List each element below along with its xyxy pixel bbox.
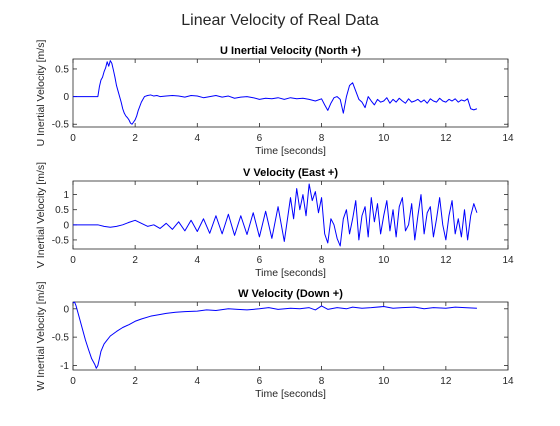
x-tick-label: 2 [132,376,138,387]
subplot-3: W Velocity (Down +) 0 2 4 6 8 10 12 14 -1 -0.5 0 Tim… [35,281,514,400]
y-tick-label: -0.5 [52,333,70,344]
x-axis-label: Time [seconds] [255,267,326,279]
y-tick-label: 0 [63,220,69,231]
x-tick-label: 0 [70,255,76,266]
y-tick-label: -1 [60,361,69,372]
x-axis-label: Time [seconds] [255,388,326,400]
y-tick-label: 0.5 [55,64,69,75]
x-axis-label: Time [seconds] [255,145,326,157]
y-tick-label: 0 [63,92,69,103]
subplot-title: W Velocity (Down +) [238,288,343,300]
x-tick-label: 14 [502,255,514,266]
x-tick-label: 6 [257,255,263,266]
axes-box [72,180,509,250]
y-axis-label: W Inertial Velocity [m/s] [35,281,47,390]
y-tick-label: -0.5 [52,120,70,131]
x-tick-label: 0 [70,133,76,144]
x-tick-label: 14 [502,133,514,144]
x-tick-label: 8 [319,133,325,144]
x-tick-label: 8 [319,376,325,387]
x-tick-label: 4 [195,255,201,266]
figure-title: Linear Velocity of Real Data [181,12,379,29]
x-tick-label: 14 [502,376,514,387]
y-tick-label: 1 [63,190,69,201]
subplot-title: U Inertial Velocity (North +) [220,45,361,57]
axes-box [72,58,509,128]
subplot-2: V Velocity (East +)0 2 4 6 8 10 12 14-0.500.51T… [35,162,514,279]
x-tick-label: 10 [378,255,390,266]
x-tick-label: 8 [319,255,325,266]
x-tick-label: 6 [257,376,263,387]
x-tick-label: 4 [195,376,201,387]
y-tick-label: 0.5 [55,205,69,216]
x-tick-label: 12 [440,255,452,266]
x-tick-label: 10 [378,376,390,387]
subplot-title: V Velocity (East +) [243,167,338,179]
y-tick-label: -0.5 [52,235,70,246]
series-line-1 [73,60,478,125]
x-tick-label: 0 [70,376,76,387]
series-line-1 [73,183,478,247]
x-tick-label: 12 [440,133,452,144]
x-tick-label: 2 [132,133,138,144]
x-tick-label: 6 [257,133,263,144]
x-tick-label: 4 [195,133,201,144]
x-tick-label: 2 [132,255,138,266]
y-axis-label: V Inertial Velocity [m/s] [35,162,47,268]
subplots: U Inertial Velocity (North +)0 2 4 6 8 10 12 14… [35,40,514,400]
y-axis-label: U Inertial Velocity [m/s] [35,40,47,147]
axes-box [72,301,509,371]
x-tick-label: 10 [378,133,390,144]
subplot-1: U Inertial Velocity (North +) 0 2 4 6 8 10 12 14… [35,40,514,157]
x-tick-label: 12 [440,376,452,387]
series-line-1 [72,301,477,369]
y-tick-label: 0 [63,304,69,315]
